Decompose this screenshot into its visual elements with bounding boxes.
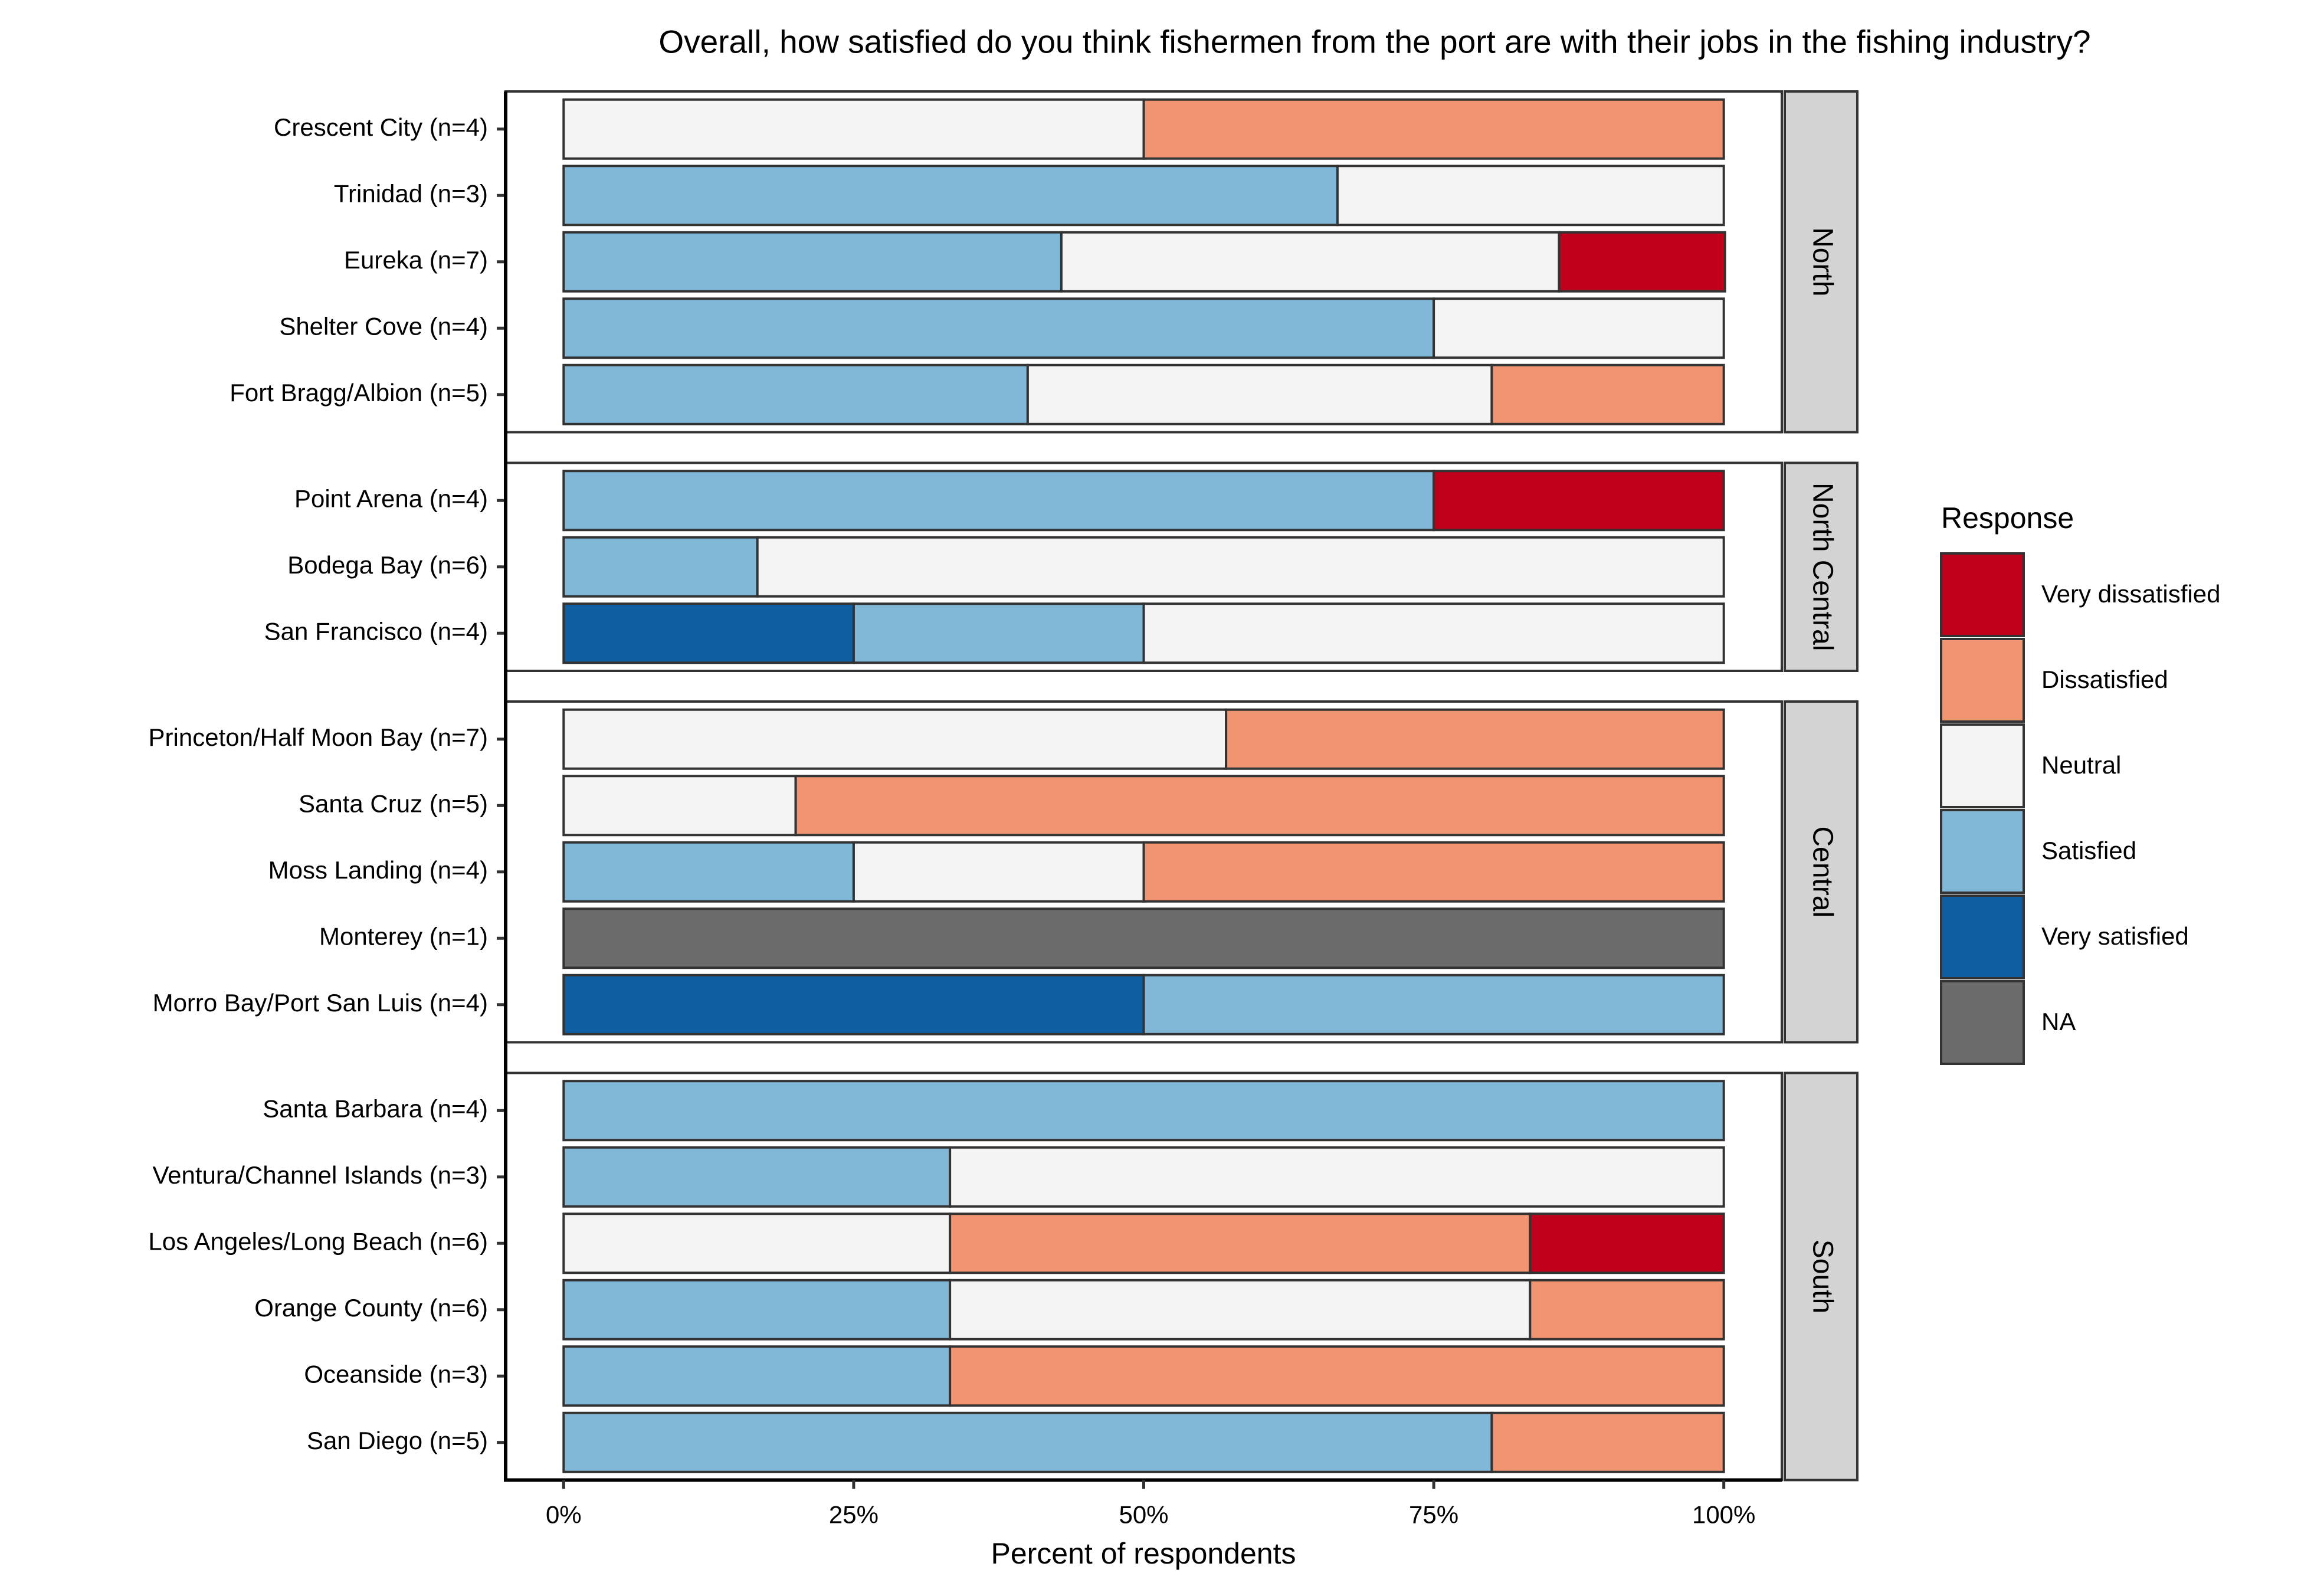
bar-segment <box>1433 470 1725 532</box>
bar-segment <box>562 297 1435 359</box>
bar-segment <box>562 974 1145 1035</box>
x-tick-label: 75% <box>1409 1501 1458 1529</box>
bar-segment <box>1529 1212 1725 1274</box>
bar-segment <box>1060 231 1561 293</box>
legend-title: Response <box>1941 502 2074 535</box>
bar-segment <box>1558 231 1726 293</box>
bar-segment <box>562 907 1725 969</box>
y-tick-label: Los Angeles/Long Beach (n=6) <box>148 1227 488 1255</box>
bar-segment <box>562 1146 952 1208</box>
legend-key <box>1940 723 2025 808</box>
y-tick-label: Monterey (n=1) <box>319 922 488 950</box>
bar-segment <box>1142 974 1725 1035</box>
facet-strip <box>1784 700 1858 1044</box>
y-tick-label: Fort Bragg/Albion (n=5) <box>230 379 488 407</box>
facet-label: North Central <box>1807 483 1838 651</box>
legend-key <box>1940 894 2025 979</box>
x-tick-label: 0% <box>546 1501 582 1529</box>
x-axis-label: Percent of respondents <box>991 1537 1296 1570</box>
bar-segment <box>1142 602 1725 664</box>
legend-key <box>1940 980 2025 1065</box>
bar-segment <box>562 1411 1493 1473</box>
bar-segment <box>562 536 759 598</box>
bar-segment <box>562 363 1029 425</box>
y-tick-label: San Diego (n=5) <box>307 1427 488 1454</box>
x-tick-label: 100% <box>1692 1501 1755 1529</box>
bar-segment <box>1433 297 1725 359</box>
x-tick-label: 50% <box>1119 1501 1168 1529</box>
y-tick-label: Crescent City (n=4) <box>274 113 488 141</box>
bar-segment <box>562 841 855 903</box>
bar-segment <box>949 1212 1532 1274</box>
facet-label: North <box>1807 227 1838 296</box>
y-tick-label: Moss Landing (n=4) <box>268 856 488 884</box>
y-tick-label: Santa Barbara (n=4) <box>263 1094 488 1122</box>
bar-segment <box>794 775 1725 837</box>
y-tick-label: Ventura/Channel Islands (n=3) <box>152 1161 488 1189</box>
bar-segment <box>562 1212 952 1274</box>
bar-segment <box>949 1146 1725 1208</box>
bar-segment <box>562 775 797 837</box>
bar-segment <box>756 536 1725 598</box>
y-tick-label: Point Arena (n=4) <box>294 484 488 512</box>
legend-key <box>1940 809 2025 894</box>
bar-segment <box>949 1279 1532 1341</box>
bar-segment <box>562 231 1063 293</box>
bar-segment <box>562 708 1228 770</box>
bar-segment <box>1225 708 1725 770</box>
legend-label: Satisfied <box>2041 837 2136 864</box>
facet-label: Central <box>1807 826 1838 917</box>
bar-segment <box>949 1345 1725 1407</box>
bar-segment <box>1142 841 1725 903</box>
facet-label: South <box>1807 1240 1838 1313</box>
y-tick-label: Orange County (n=6) <box>254 1294 488 1322</box>
legend-label: Dissatisfied <box>2041 666 2168 693</box>
x-tick-label: 25% <box>829 1501 879 1529</box>
bar-segment <box>562 602 855 664</box>
bar-segment <box>1529 1279 1725 1341</box>
bar-segment <box>1336 165 1725 227</box>
bar-segment <box>1026 363 1493 425</box>
y-tick-label: Princeton/Half Moon Bay (n=7) <box>149 723 488 751</box>
legend-label: Very satisfied <box>2041 922 2189 950</box>
facet-strip <box>1784 90 1858 434</box>
bar-segment <box>562 1279 952 1341</box>
legend-key <box>1940 638 2025 723</box>
bar-segment <box>852 602 1145 664</box>
facet-strip <box>1784 461 1858 672</box>
legend-label: Very dissatisfied <box>2041 580 2220 608</box>
legend-label: Neutral <box>2041 751 2121 779</box>
y-tick-label: Trinidad (n=3) <box>334 179 488 207</box>
facet-strip <box>1784 1071 1858 1482</box>
bar-segment <box>1142 98 1725 160</box>
bar-segment <box>562 98 1145 160</box>
bar-segment <box>852 841 1145 903</box>
y-tick-label: Shelter Cove (n=4) <box>279 312 488 340</box>
y-tick-label: Oceanside (n=3) <box>304 1360 488 1388</box>
bar-segment <box>562 1080 1725 1142</box>
bar-segment <box>1490 363 1725 425</box>
bar-segment <box>562 470 1435 532</box>
chart-title: Overall, how satisfied do you think fish… <box>658 24 2090 60</box>
bar-segment <box>562 1345 952 1407</box>
bar-segment <box>562 165 1339 227</box>
legend-key <box>1940 552 2025 637</box>
y-tick-label: Santa Cruz (n=5) <box>299 789 488 817</box>
y-tick-label: Eureka (n=7) <box>344 246 488 274</box>
y-tick-label: San Francisco (n=4) <box>264 617 488 645</box>
y-tick-label: Bodega Bay (n=6) <box>287 551 488 579</box>
legend-label: NA <box>2041 1008 2076 1035</box>
y-tick-label: Morro Bay/Port San Luis (n=4) <box>153 989 488 1017</box>
bar-segment <box>1490 1411 1725 1473</box>
